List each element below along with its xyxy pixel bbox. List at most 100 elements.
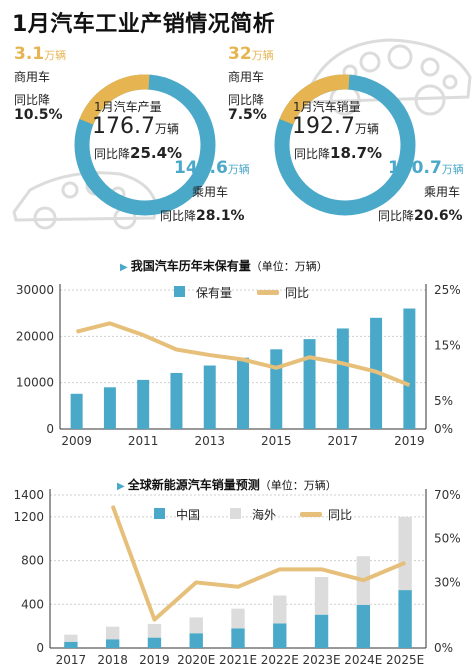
x-tick-label: 2018	[97, 653, 128, 667]
bar-中国	[273, 623, 287, 648]
prod-passenger-label: 乘用车	[192, 185, 229, 199]
chart2-title: ▶ 全球新能源汽车销量预测（单位：万辆）	[117, 478, 337, 492]
legend-swatch	[257, 290, 279, 295]
y-left-tick-label: 10000	[16, 376, 54, 390]
x-tick-label: 2023E	[302, 653, 340, 667]
prod-center-label: 1月汽车产量	[94, 100, 162, 114]
line-point	[342, 362, 344, 364]
x-tick-label: 2020E	[177, 653, 215, 667]
line-point	[209, 354, 211, 356]
y-right-tick-label: 70%	[434, 488, 461, 502]
bar-保有量	[303, 339, 316, 429]
bar-海外	[314, 576, 329, 615]
line-point	[404, 562, 406, 564]
x-tick-label: 2017	[328, 434, 359, 448]
sales-commercial-change: 7.5%	[228, 107, 267, 123]
line-point	[362, 579, 364, 581]
sales-center-change: 同比降18.7%	[294, 144, 383, 162]
sales-passenger-value: 160.7万辆	[388, 158, 464, 178]
line-point	[309, 356, 311, 358]
triangle-icon: ▶	[120, 262, 128, 273]
line-point	[112, 505, 114, 507]
legend-label: 同比	[285, 286, 309, 300]
prod-center-value: 176.7万辆	[92, 114, 179, 139]
sales-center-label: 1月汽车销量	[293, 100, 361, 114]
legend-swatch	[300, 512, 322, 517]
line-point	[321, 568, 323, 570]
prod-commercial-change-label: 同比降	[14, 93, 51, 107]
bar-中国	[189, 633, 203, 648]
y-right-tick-label: 0%	[434, 422, 453, 436]
y-left-tick-label: 0	[46, 422, 54, 436]
x-tick-label: 2013	[194, 434, 225, 448]
line-point	[109, 322, 111, 324]
bar-海外	[105, 626, 120, 640]
line-point	[153, 619, 155, 621]
bar-海外	[147, 623, 162, 638]
bar-海外	[64, 634, 78, 642]
bar-中国	[356, 604, 371, 648]
bar-海外	[398, 516, 412, 591]
x-tick-label: 2017	[56, 653, 87, 667]
bar-海外	[273, 595, 287, 624]
x-tick-label: 2015	[261, 434, 292, 448]
line-point	[195, 581, 197, 583]
x-tick-label: 2019	[139, 653, 170, 667]
bar-海外	[189, 617, 203, 634]
y-left-tick-label: 1200	[13, 510, 44, 524]
legend-swatch	[230, 508, 241, 519]
commercial-ring-segment	[79, 74, 150, 125]
y-right-tick-label: 5%	[434, 394, 453, 408]
y-left-tick-label: 1400	[13, 488, 44, 502]
bar-保有量	[170, 372, 183, 429]
legend-swatch	[174, 286, 185, 297]
bar-保有量	[203, 365, 216, 429]
legend-label: 中国	[176, 507, 200, 522]
prod-commercial-value: 3.1万辆	[14, 44, 67, 64]
bar-中国	[147, 637, 162, 648]
prod-commercial-change: 10.5%	[14, 107, 63, 123]
x-tick-label: 2021E	[219, 653, 257, 667]
line-point	[175, 348, 177, 350]
sales-donut	[274, 74, 416, 216]
bar-中国	[105, 639, 120, 648]
sales-commercial-label: 商用车	[228, 70, 265, 84]
line-point	[279, 568, 281, 570]
sales-commercial-value: 32万辆	[228, 44, 274, 64]
bar-保有量	[137, 379, 150, 429]
y-right-tick-label: 30%	[434, 575, 461, 589]
x-tick-label: 2011	[128, 434, 159, 448]
chart1-title: ▶ 我国汽车历年末保有量（单位：万辆）	[120, 259, 328, 273]
x-tick-label: 2019	[394, 434, 425, 448]
sales-center-value: 192.7万辆	[292, 114, 379, 139]
bar-保有量	[336, 328, 349, 429]
line-point	[242, 359, 244, 360]
y-left-tick-label: 800	[21, 554, 44, 568]
prod-center-change: 同比降25.4%	[94, 144, 183, 162]
prod-passenger-value: 143.6万辆	[174, 158, 250, 178]
triangle-icon: ▶	[117, 481, 125, 492]
bar-保有量	[237, 357, 249, 429]
legend-label: 保有量	[196, 286, 232, 300]
sales-passenger-change: 同比降20.6%	[378, 208, 463, 224]
legend-label: 海外	[252, 507, 276, 522]
line-point	[142, 334, 144, 336]
legend-swatch	[154, 508, 165, 519]
y-right-tick-label: 0%	[434, 641, 453, 655]
line-point	[237, 586, 239, 588]
line-point	[375, 371, 377, 373]
nev-sales-forecast-chart: 0 400 800 1200 1400 0% 30% 50% 70% 2017 2018 2019 20…	[13, 488, 461, 667]
sales-passenger-label: 乘用车	[424, 185, 461, 199]
bar-中国	[64, 641, 78, 648]
sales-commercial-change-label: 同比降	[228, 93, 265, 107]
bar-保有量	[103, 387, 116, 429]
line-point	[275, 367, 277, 369]
legend-label: 同比	[328, 508, 352, 522]
line-point	[408, 384, 410, 386]
x-tick-label: 2022E	[261, 653, 299, 667]
prod-commercial-label: 商用车	[14, 70, 51, 84]
y-left-tick-label: 20000	[16, 329, 54, 343]
bar-保有量	[270, 349, 283, 429]
y-left-tick-label: 30000	[16, 283, 54, 297]
